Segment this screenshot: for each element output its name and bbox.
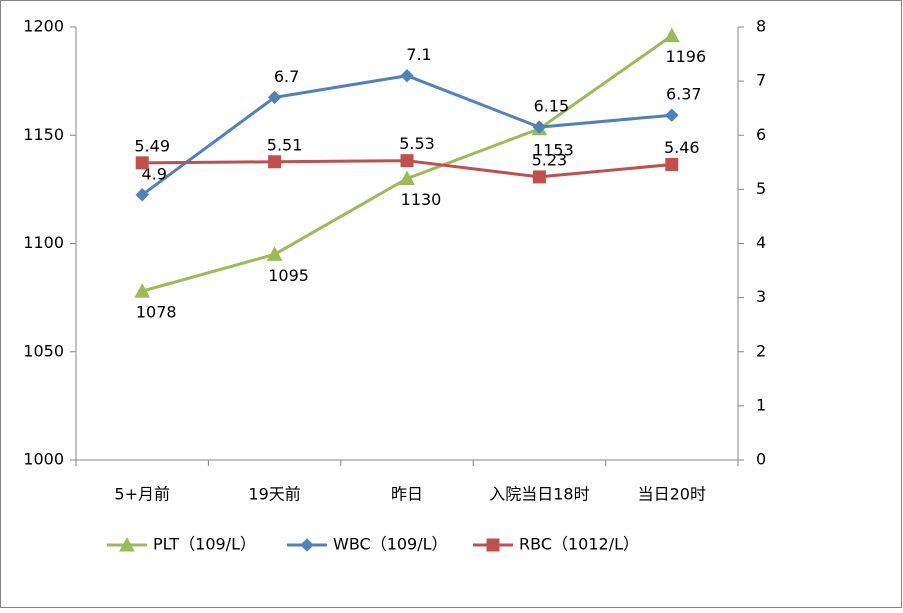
- x-tick-label: 19天前: [248, 485, 300, 504]
- legend-label: PLT（109/L）: [153, 535, 256, 554]
- data-point: [266, 246, 283, 261]
- x-tick-label: 入院当日18时: [489, 485, 589, 504]
- data-point: [135, 156, 149, 170]
- y-tick-label: 1050: [23, 341, 64, 360]
- x-tick-label: 昨日: [391, 485, 423, 504]
- data-point: [268, 155, 282, 169]
- y-tick-label: 1150: [23, 125, 64, 144]
- data-point: [665, 108, 679, 122]
- data-label: 1153: [533, 140, 574, 159]
- data-point: [532, 170, 546, 184]
- data-label: 1196: [665, 47, 706, 66]
- data-label: 5.51: [267, 135, 303, 154]
- y-tick-label: 1200: [23, 17, 64, 36]
- y2-tick-label: 8: [756, 17, 766, 36]
- y2-tick-label: 7: [756, 71, 766, 90]
- data-label: 1078: [136, 303, 177, 322]
- data-point: [400, 154, 414, 168]
- data-point: [665, 157, 679, 171]
- y2-tick-label: 1: [756, 395, 766, 414]
- data-label: 7.1: [406, 45, 431, 64]
- legend-label: WBC（109/L）: [333, 535, 448, 554]
- y2-tick-label: 0: [756, 450, 766, 469]
- y2-tick-label: 3: [756, 287, 766, 306]
- data-label: 6.15: [534, 97, 570, 116]
- data-label: 6.37: [666, 85, 702, 104]
- data-point: [532, 120, 547, 134]
- data-label: 5.46: [664, 138, 700, 157]
- data-point: [267, 90, 282, 105]
- data-label: 1095: [268, 266, 309, 285]
- legend-marker: [486, 538, 500, 552]
- y-tick-label: 1100: [23, 233, 64, 252]
- data-point: [400, 69, 414, 83]
- data-point: [134, 283, 151, 298]
- data-label: 6.7: [274, 67, 299, 86]
- x-tick-label: 当日20时: [638, 485, 706, 504]
- y2-tick-label: 6: [756, 125, 766, 144]
- legend-marker: [300, 538, 314, 552]
- data-point: [399, 170, 415, 186]
- data-point: [663, 27, 680, 43]
- data-label: 1130: [401, 190, 442, 209]
- data-label: 5.49: [134, 136, 170, 155]
- legend-marker: [119, 536, 135, 552]
- data-label: 5.53: [399, 134, 435, 153]
- legend-label: RBC（1012/L）: [519, 535, 639, 554]
- y2-tick-label: 5: [756, 179, 766, 198]
- data-point: [135, 188, 149, 202]
- x-tick-label: 5+月前: [114, 485, 170, 504]
- y2-tick-label: 4: [756, 233, 766, 252]
- data-label: 5.23: [532, 150, 568, 169]
- y2-tick-label: 2: [756, 341, 766, 360]
- y-tick-label: 1000: [23, 450, 64, 469]
